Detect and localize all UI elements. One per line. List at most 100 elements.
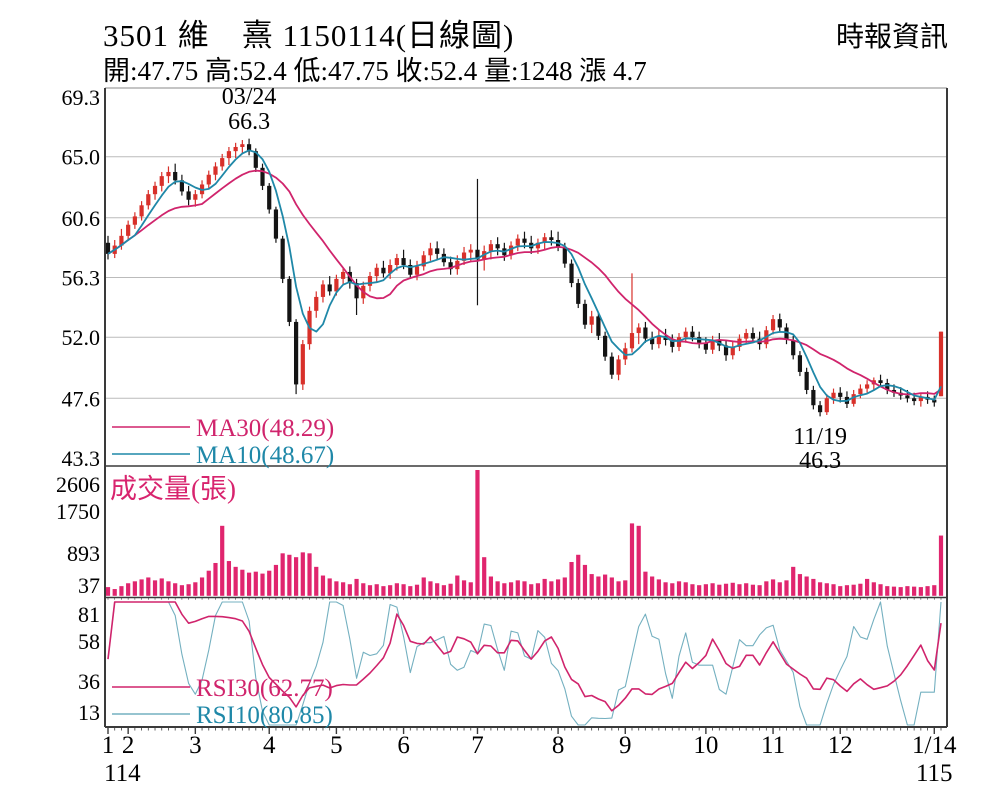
volume-bar <box>112 589 117 596</box>
candle-down <box>905 395 910 399</box>
volume-bar <box>435 583 440 596</box>
candle-down <box>273 209 279 239</box>
candle-up <box>616 359 621 375</box>
ma-legend-label: MA30(48.29) <box>196 415 334 442</box>
candle-down <box>435 248 440 254</box>
volume-bar <box>898 587 903 596</box>
volume-bar <box>367 585 373 596</box>
rsi-legend-label: RSI10(80.85) <box>196 702 333 729</box>
volume-bar <box>797 574 803 596</box>
volume-bar <box>515 580 520 596</box>
candle-up <box>334 278 339 292</box>
candle-down <box>643 327 648 339</box>
candle-down <box>173 171 178 181</box>
volume-bar <box>146 577 151 596</box>
volume-bar <box>307 553 312 596</box>
volume-bar <box>858 583 863 596</box>
candle-down <box>670 339 675 347</box>
ma10-line <box>107 149 942 403</box>
candle-down <box>253 151 258 168</box>
candle-down <box>582 303 588 325</box>
volume-bar <box>616 581 621 596</box>
candle-up <box>220 158 225 167</box>
candle-up <box>213 166 218 175</box>
volume-bar <box>179 585 184 596</box>
volume-bar <box>542 578 547 596</box>
candle-up <box>320 284 326 297</box>
volume-bar <box>697 585 702 596</box>
volume-bar <box>152 580 158 596</box>
candle-down <box>703 342 708 350</box>
candle-down <box>912 398 917 402</box>
candle-up <box>744 333 749 339</box>
candle-down <box>267 185 272 210</box>
month-label: 1/14 <box>912 732 957 759</box>
candle-down <box>723 345 729 356</box>
volume-bar <box>562 577 567 596</box>
volume-bar <box>233 566 238 596</box>
volume-bar <box>623 580 628 596</box>
candle-up <box>152 185 158 195</box>
volume-bar <box>609 577 614 596</box>
price-tick-label: 47.6 <box>62 386 101 411</box>
volume-bar <box>838 586 843 596</box>
volume-bar <box>220 525 225 596</box>
candle-down <box>609 356 614 375</box>
volume-bar <box>576 554 581 596</box>
candle-up <box>226 151 232 159</box>
volume-bar <box>549 581 554 596</box>
volume-bar <box>300 552 305 596</box>
month-label: 3 <box>189 732 202 759</box>
candle-up <box>636 327 641 334</box>
volume-bar <box>817 582 823 596</box>
volume-bar <box>871 582 876 596</box>
candle-up <box>468 249 473 253</box>
volume-tick-label: 893 <box>67 541 100 566</box>
volume-bar <box>461 580 467 596</box>
candle-down <box>603 335 608 357</box>
volume-bar <box>206 570 211 596</box>
volume-bar <box>414 584 420 596</box>
volume-bar <box>777 582 782 596</box>
price-gridlines <box>105 156 947 399</box>
candle-up <box>428 248 433 256</box>
month-label: 4 <box>263 732 276 759</box>
volume-bar <box>126 583 131 596</box>
candle-up <box>126 224 131 236</box>
rsi-tick-label: 58 <box>78 629 100 654</box>
volume-bar <box>636 525 641 596</box>
volume-bar <box>878 584 883 596</box>
month-label: 12 <box>828 732 853 759</box>
rsi-tick-label: 81 <box>78 602 100 627</box>
candle-up <box>488 244 494 252</box>
volume-bar <box>555 579 561 596</box>
volume-bars <box>105 470 944 596</box>
candle-up <box>589 316 594 325</box>
candle-down <box>354 283 359 299</box>
rsi-tick-label: 13 <box>78 700 100 725</box>
candle-up <box>542 237 547 243</box>
ma30-line <box>107 169 942 396</box>
candle-down <box>690 331 695 338</box>
volume-bar <box>824 583 829 596</box>
month-label: 7 <box>471 732 484 759</box>
source-label: 時報資訊 <box>835 22 948 53</box>
price-tick-label: 69.3 <box>62 85 101 110</box>
volume-bar <box>912 586 917 596</box>
year-label: 114 <box>104 760 141 787</box>
volume-bar <box>361 583 366 596</box>
candle-up <box>367 276 373 286</box>
volume-bar <box>448 583 453 596</box>
volume-bar <box>730 582 735 596</box>
ma-legend-label: MA10(48.67) <box>196 442 334 469</box>
quote-summary: 開:47.75 高:52.4 低:47.75 收:52.4 量:1248 漲 4… <box>103 56 647 86</box>
volume-bar <box>213 562 218 596</box>
volume-bar <box>273 564 279 596</box>
volume-bar <box>683 582 688 596</box>
volume-bar <box>287 554 292 596</box>
candle-up <box>132 216 137 225</box>
candle-down <box>562 246 567 264</box>
candle-down <box>287 278 292 322</box>
candle-down <box>186 191 191 200</box>
